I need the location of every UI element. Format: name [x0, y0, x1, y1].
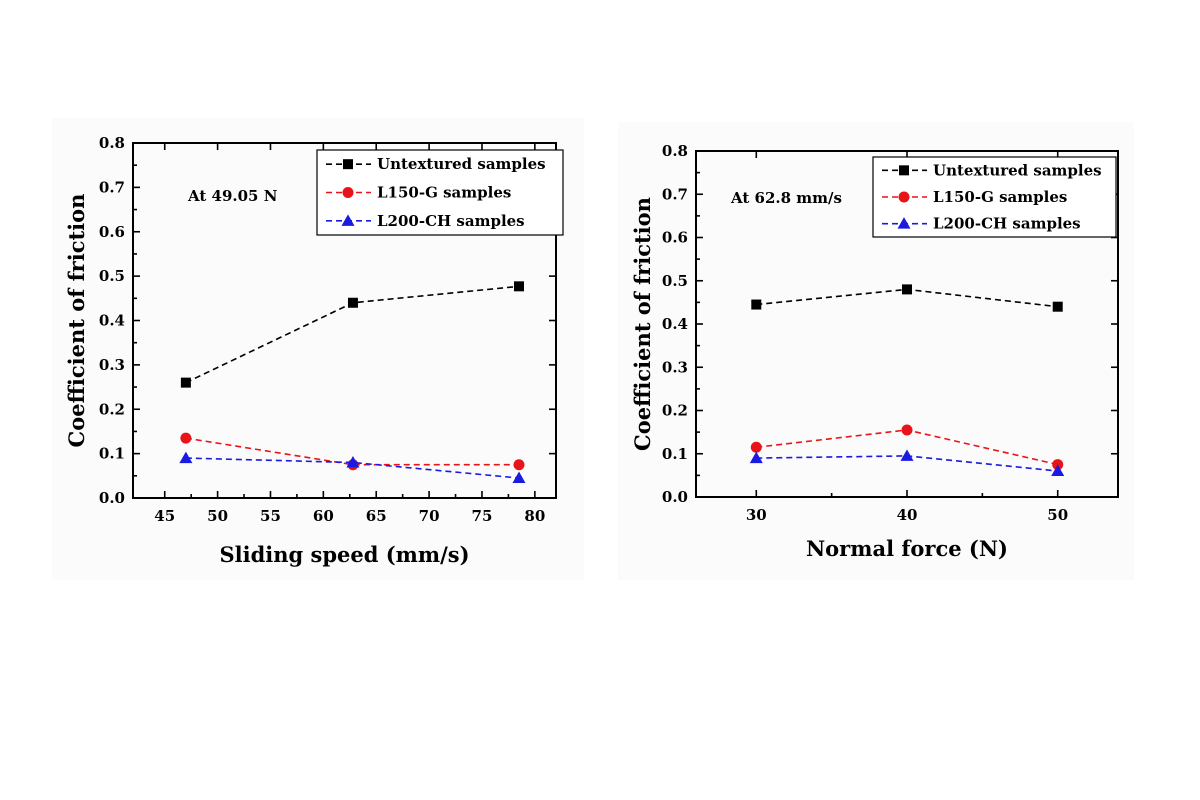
y-tick-label: 0.2 — [662, 402, 688, 420]
legend-label: L150-G samples — [377, 184, 511, 202]
legend-label: L200-CH samples — [933, 215, 1081, 233]
data-point-triangle — [749, 451, 763, 464]
data-point-square — [1052, 301, 1063, 312]
x-tick-label: 70 — [419, 507, 440, 525]
legend-marker-triangle — [897, 217, 911, 229]
data-point-square — [513, 281, 524, 292]
y-tick-label: 0.6 — [662, 229, 688, 247]
data-point-circle — [180, 432, 192, 444]
legend-label: Untextured samples — [377, 155, 546, 173]
series-line-l200-ch-samples — [185, 457, 520, 479]
x-tick-label: 80 — [524, 507, 545, 525]
x-axis-title: Normal force (N) — [806, 536, 1008, 561]
data-point-circle — [750, 441, 762, 453]
x-tick-label: 55 — [260, 507, 281, 525]
x-tick-label: 50 — [207, 507, 228, 525]
legend-marker-square — [343, 159, 353, 170]
x-tick-label: 40 — [897, 506, 918, 524]
y-tick-label: 0.7 — [99, 178, 125, 196]
chart-left: 0.0 0.1 0.2 0.3 0.4 0.5 0.6 0.7 0.8 45 50 55 60 65 70 7… — [64, 134, 564, 567]
legend-marker-square — [899, 165, 909, 176]
x-tick-label: 60 — [313, 507, 334, 525]
legend-label: L150-G samples — [933, 188, 1067, 206]
y-tick-label: 0.7 — [662, 185, 688, 203]
data-point-triangle — [179, 451, 193, 464]
condition-annotation: At 49.05 N — [187, 187, 278, 205]
y-tick-label: 0.5 — [662, 272, 688, 290]
y-tick-label: 0.1 — [662, 445, 688, 463]
y-tick-label: 0.4 — [99, 312, 125, 330]
condition-annotation: At 62.8 mm/s — [730, 189, 842, 207]
x-axis-title: Sliding speed (mm/s) — [219, 542, 469, 567]
legend-marker-circle — [342, 187, 354, 198]
y-tick-label: 0.8 — [662, 142, 688, 160]
x-tick-label: 75 — [472, 507, 493, 525]
x-tick-label: 45 — [154, 507, 175, 525]
y-tick-label: 0.5 — [99, 267, 125, 285]
x-tick-label: 50 — [1047, 506, 1068, 524]
data-point-square — [347, 297, 358, 308]
y-tick-label: 0.3 — [99, 356, 125, 374]
y-tick-label: 0.8 — [99, 134, 125, 152]
y-axis-title: Coefficient of friction — [630, 197, 655, 451]
x-tick-label: 30 — [746, 506, 767, 524]
y-tick-label: 0.4 — [662, 315, 688, 333]
data-point-triangle — [346, 456, 360, 468]
chart-right: 0.0 0.1 0.2 0.3 0.4 0.5 0.6 0.7 0.8 30 40 50 Normal … — [630, 142, 1119, 561]
y-tick-label: 0.6 — [99, 223, 125, 241]
data-point-circle — [901, 424, 913, 436]
data-point-circle — [513, 459, 525, 471]
data-point-triangle — [900, 449, 914, 461]
legend-marker-circle — [898, 191, 910, 203]
data-point-square — [902, 284, 912, 295]
data-point-triangle — [512, 471, 526, 484]
legend-marker-triangle — [341, 214, 355, 226]
data-point-square — [751, 299, 762, 310]
data-point-triangle — [1051, 464, 1065, 477]
y-axis-title: Coefficient of friction — [64, 194, 89, 448]
legend-label: Untextured samples — [933, 161, 1102, 179]
y-tick-label: 0.3 — [662, 358, 688, 376]
y-tick-label: 0.1 — [99, 445, 125, 463]
x-tick-label: 65 — [366, 507, 387, 525]
data-point-square — [180, 377, 191, 388]
legend-label: L200-CH samples — [377, 212, 525, 230]
y-tick-label: 0.0 — [99, 489, 125, 507]
y-tick-label: 0.0 — [662, 488, 688, 506]
y-tick-label: 0.2 — [99, 400, 125, 418]
